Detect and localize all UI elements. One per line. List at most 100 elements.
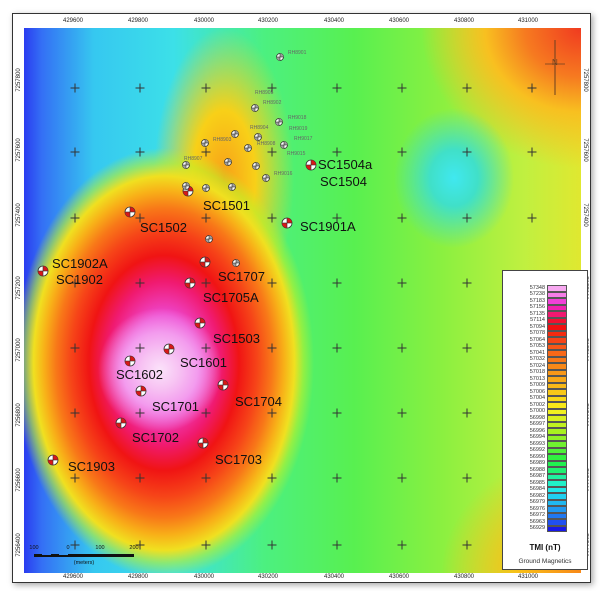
- drillhole-marker-icon[interactable]: [276, 53, 285, 62]
- grid-cross: [135, 147, 145, 157]
- grid-cross: [70, 540, 80, 550]
- drillhole-marker-icon[interactable]: [201, 139, 210, 148]
- y-tick-label-left: 7256400: [16, 533, 22, 557]
- drillhole-marker-icon[interactable]: [184, 277, 196, 289]
- legend-swatch: [547, 499, 567, 506]
- legend-class: 57114: [503, 317, 587, 324]
- drillhole-marker-icon[interactable]: [224, 158, 233, 167]
- grid-cross: [332, 83, 342, 93]
- drillhole-label-small: RH8905: [255, 90, 274, 96]
- legend-class: 57078: [503, 330, 587, 337]
- scale-label: 100: [29, 545, 39, 551]
- legend-value: 57078: [529, 330, 545, 336]
- drillhole-marker-icon[interactable]: [251, 104, 260, 113]
- grid-cross: [267, 473, 277, 483]
- drillhole-label-small: RH8908: [257, 141, 276, 147]
- legend-class: 56992: [503, 447, 587, 454]
- legend-value: 56982: [529, 492, 545, 499]
- x-tick-label-top: 429800: [127, 18, 149, 24]
- x-tick-label-bottom: 430000: [193, 574, 215, 580]
- scale-label: 100: [95, 545, 105, 551]
- drillhole-marker-icon[interactable]: [281, 217, 293, 229]
- drillhole-marker-icon[interactable]: [205, 235, 214, 244]
- grid-cross: [397, 278, 407, 288]
- grid-cross: [397, 147, 407, 157]
- drillhole-marker-icon[interactable]: [231, 130, 240, 139]
- legend-value: 56976: [529, 505, 545, 512]
- legend-title: TMI (nT): [529, 543, 561, 552]
- drillhole-marker-icon[interactable]: [124, 355, 136, 367]
- grid-cross: [70, 278, 80, 288]
- grid-cross: [332, 147, 342, 157]
- drillhole-marker-icon[interactable]: [275, 118, 284, 127]
- drillhole-marker-icon[interactable]: [254, 133, 263, 142]
- drillhole-label: SC1702: [132, 430, 179, 445]
- legend-class: 57053: [503, 343, 587, 350]
- x-tick-label-bottom: 431000: [517, 574, 539, 580]
- drillhole-marker-icon[interactable]: [182, 161, 191, 170]
- x-tick-label-bottom: 430200: [257, 574, 279, 580]
- legend-class: 56989: [503, 460, 587, 467]
- drillhole-label: SC1707: [218, 269, 265, 284]
- grid-cross: [332, 408, 342, 418]
- drillhole-label-small: RH9019: [289, 126, 308, 132]
- legend-value: 56993: [529, 440, 545, 447]
- grid-cross: [332, 540, 342, 550]
- drillhole-marker-icon[interactable]: [199, 256, 211, 268]
- legend-class: 56998: [503, 415, 587, 422]
- drillhole-marker-icon[interactable]: [182, 182, 191, 191]
- drillhole-label: SC1902A: [52, 256, 108, 271]
- grid-cross: [70, 408, 80, 418]
- legend-class: 56985: [503, 480, 587, 487]
- drillhole-marker-icon[interactable]: [47, 454, 59, 466]
- legend-value: 57000: [529, 408, 545, 414]
- drillhole-marker-icon[interactable]: [280, 141, 289, 150]
- drillhole-marker-icon[interactable]: [135, 385, 147, 397]
- legend-class: 57004: [503, 395, 587, 402]
- legend-value: 56929: [529, 525, 545, 531]
- grid-cross: [397, 343, 407, 353]
- drillhole-marker-icon[interactable]: [115, 417, 127, 429]
- drillhole-label-small: RH8903: [213, 137, 232, 143]
- legend-class: 56988: [503, 467, 587, 474]
- drillhole-label: SC1502: [140, 220, 187, 235]
- drillhole-marker-icon[interactable]: [232, 259, 241, 268]
- grid-cross: [462, 213, 472, 223]
- drillhole-label: SC1602: [116, 367, 163, 382]
- y-tick-label-right: 7257600: [582, 138, 588, 162]
- x-tick-label-top: 429600: [62, 18, 84, 24]
- grid-cross: [267, 343, 277, 353]
- drillhole-marker-icon[interactable]: [244, 144, 253, 153]
- drillhole-label-small: RH9018: [288, 115, 307, 121]
- drillhole-marker-icon[interactable]: [163, 343, 175, 355]
- y-tick-label-left: 7257000: [16, 338, 22, 362]
- drillhole-marker-icon[interactable]: [228, 183, 237, 192]
- drillhole-marker-icon[interactable]: [252, 162, 261, 171]
- legend-class: 57094: [503, 324, 587, 331]
- drillhole-marker-icon[interactable]: [197, 437, 209, 449]
- legend-swatch: [547, 350, 567, 357]
- drillhole-marker-icon[interactable]: [202, 184, 211, 193]
- legend-value: 56985: [529, 479, 545, 486]
- drillhole-marker-icon[interactable]: [262, 174, 271, 183]
- drillhole-marker-icon[interactable]: [37, 265, 49, 277]
- legend-value: 57032: [529, 356, 545, 362]
- y-tick-label-left: 7256800: [16, 403, 22, 427]
- drillhole-marker-icon[interactable]: [217, 379, 229, 391]
- legend-value: 56963: [529, 518, 545, 525]
- drillhole-marker-icon[interactable]: [194, 317, 206, 329]
- drillhole-marker-icon[interactable]: [305, 159, 317, 171]
- drillhole-label: SC1902: [56, 272, 103, 287]
- legend-class: 57024: [503, 363, 587, 370]
- x-tick-label-bottom: 429600: [62, 574, 84, 580]
- grid-cross: [201, 408, 211, 418]
- grid-cross: [201, 147, 211, 157]
- drillhole-label: SC1705A: [203, 290, 259, 305]
- drillhole-label-small: RH9017: [294, 136, 313, 142]
- drillhole-marker-icon[interactable]: [124, 206, 136, 218]
- legend-swatch: [547, 356, 567, 363]
- legend-class: 56972: [503, 512, 587, 519]
- legend-value: 56989: [529, 460, 545, 466]
- legend-value: 56996: [529, 427, 545, 434]
- legend-swatch: [547, 304, 567, 311]
